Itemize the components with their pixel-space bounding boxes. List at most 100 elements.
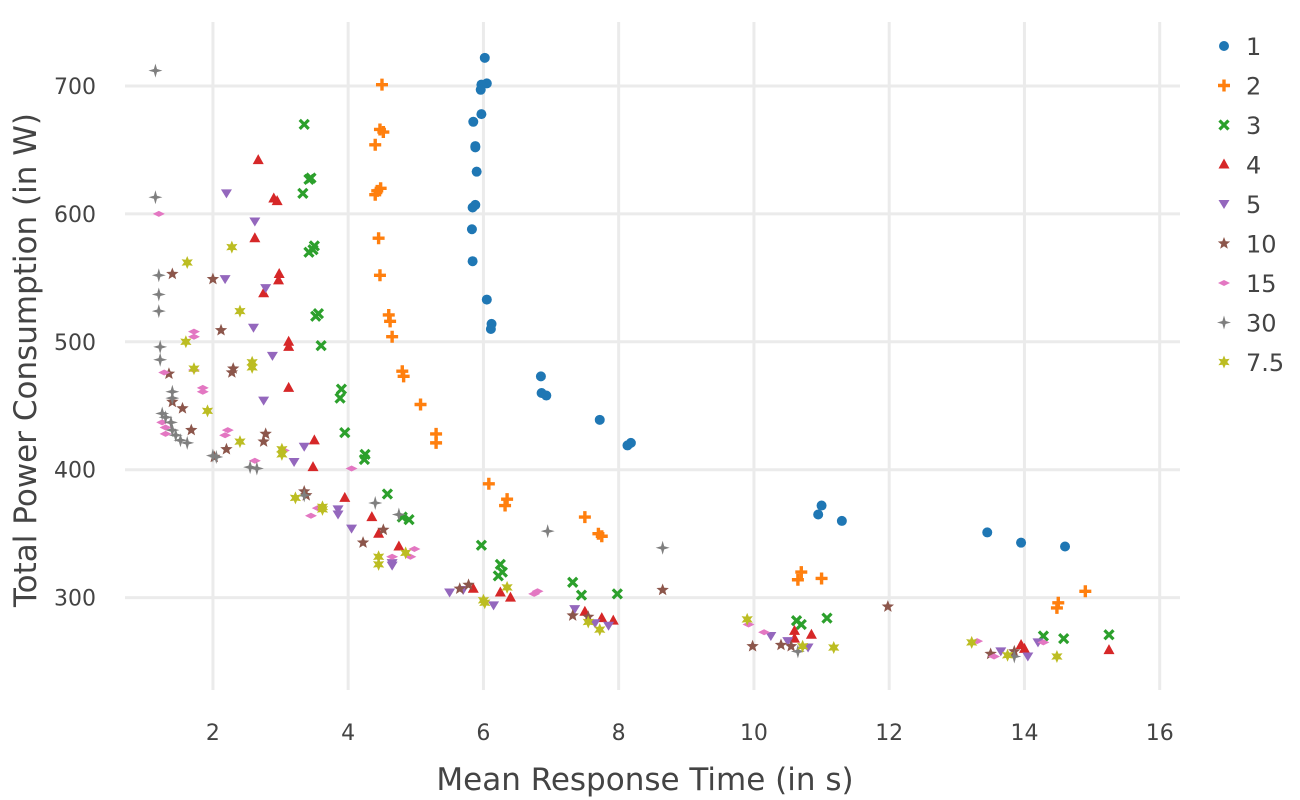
- data-point: [377, 523, 390, 536]
- data-point: [622, 440, 633, 451]
- data-point: [746, 639, 759, 652]
- data-point: [594, 623, 606, 637]
- data-point: [488, 601, 500, 611]
- data-point: [479, 596, 491, 610]
- data-point: [372, 232, 385, 245]
- grid: [125, 22, 1180, 690]
- y-tick-label: 400: [54, 459, 96, 484]
- legend-item[interactable]: 7.5: [1218, 349, 1284, 377]
- data-point: [541, 390, 552, 401]
- data-point: [1079, 585, 1092, 598]
- series-15: [152, 210, 1050, 660]
- data-point: [1022, 652, 1034, 662]
- data-point: [310, 310, 322, 322]
- data-point: [225, 366, 239, 378]
- data-point: [1001, 648, 1014, 662]
- data-point: [165, 423, 180, 438]
- data-point: [789, 632, 801, 643]
- data-point: [1016, 537, 1027, 548]
- data-point: [372, 550, 385, 564]
- data-point: [982, 527, 993, 538]
- data-point: [159, 430, 172, 437]
- data-point: [297, 187, 309, 200]
- data-point: [795, 566, 808, 579]
- data-point: [316, 500, 329, 514]
- data-point: [1007, 649, 1022, 664]
- data-point: [386, 559, 398, 569]
- data-point: [470, 142, 481, 153]
- data-point: [181, 256, 193, 269]
- data-point: [168, 428, 183, 443]
- data-point: [742, 621, 755, 628]
- data-point: [158, 369, 171, 376]
- series-10: [162, 267, 1021, 660]
- data-point: [795, 618, 807, 631]
- legend-label: 1: [1246, 33, 1261, 61]
- data-point: [260, 284, 272, 294]
- legend-label: 15: [1246, 270, 1277, 298]
- data-point: [372, 557, 385, 571]
- data-point: [504, 591, 516, 602]
- data-point: [1103, 644, 1115, 655]
- data-point: [479, 52, 490, 63]
- data-point: [789, 624, 801, 635]
- data-point: [1018, 642, 1030, 653]
- data-point: [247, 323, 259, 333]
- data-point: [566, 609, 579, 621]
- data-point: [988, 653, 1001, 660]
- data-point: [259, 427, 272, 440]
- data-point: [400, 546, 412, 560]
- data-point: [797, 639, 809, 653]
- data-point: [535, 371, 546, 382]
- data-point: [219, 432, 232, 439]
- data-point: [345, 465, 358, 472]
- data-point: [151, 304, 166, 319]
- legend-item[interactable]: 4: [1218, 152, 1262, 180]
- legend-item[interactable]: 5: [1218, 191, 1262, 219]
- legend-item[interactable]: 1: [1219, 33, 1261, 61]
- data-point: [221, 427, 234, 434]
- data-point: [196, 388, 209, 395]
- data-point: [366, 511, 378, 522]
- data-point: [790, 644, 805, 659]
- legend-marker: [1218, 280, 1230, 286]
- data-point: [159, 424, 172, 431]
- data-point: [373, 269, 386, 282]
- data-point: [220, 189, 232, 199]
- data-point: [475, 84, 486, 95]
- data-point: [466, 224, 477, 235]
- data-point: [393, 540, 405, 551]
- legend-item[interactable]: 2: [1218, 73, 1261, 101]
- data-point: [881, 600, 895, 612]
- data-point: [334, 392, 346, 404]
- legend-item[interactable]: 10: [1217, 231, 1277, 259]
- data-point: [303, 173, 315, 185]
- series-7-5: [180, 240, 1063, 664]
- data-point: [1050, 601, 1063, 614]
- data-point: [283, 381, 295, 392]
- x-tick-label: 16: [1146, 721, 1174, 746]
- legend-marker: [1218, 158, 1230, 169]
- data-point: [307, 461, 319, 472]
- series-5: [219, 189, 1044, 662]
- data-point: [467, 256, 478, 267]
- data-point: [209, 449, 224, 464]
- legend-item[interactable]: 30: [1217, 310, 1277, 338]
- x-tick-label: 14: [1010, 721, 1038, 746]
- legend-item[interactable]: 3: [1218, 112, 1262, 140]
- data-point: [540, 524, 555, 539]
- data-point: [386, 553, 399, 560]
- data-point: [485, 324, 496, 335]
- legend-label: 3: [1246, 112, 1261, 140]
- data-point: [243, 460, 258, 475]
- data-point: [603, 621, 615, 631]
- data-point: [163, 415, 178, 430]
- y-tick-label: 500: [54, 331, 96, 356]
- data-point: [214, 323, 228, 336]
- x-tick-label: 6: [476, 721, 490, 746]
- legend-item[interactable]: 15: [1218, 270, 1277, 298]
- data-point: [335, 383, 348, 395]
- data-point: [467, 202, 478, 213]
- data-point: [298, 118, 310, 130]
- data-point: [271, 195, 283, 206]
